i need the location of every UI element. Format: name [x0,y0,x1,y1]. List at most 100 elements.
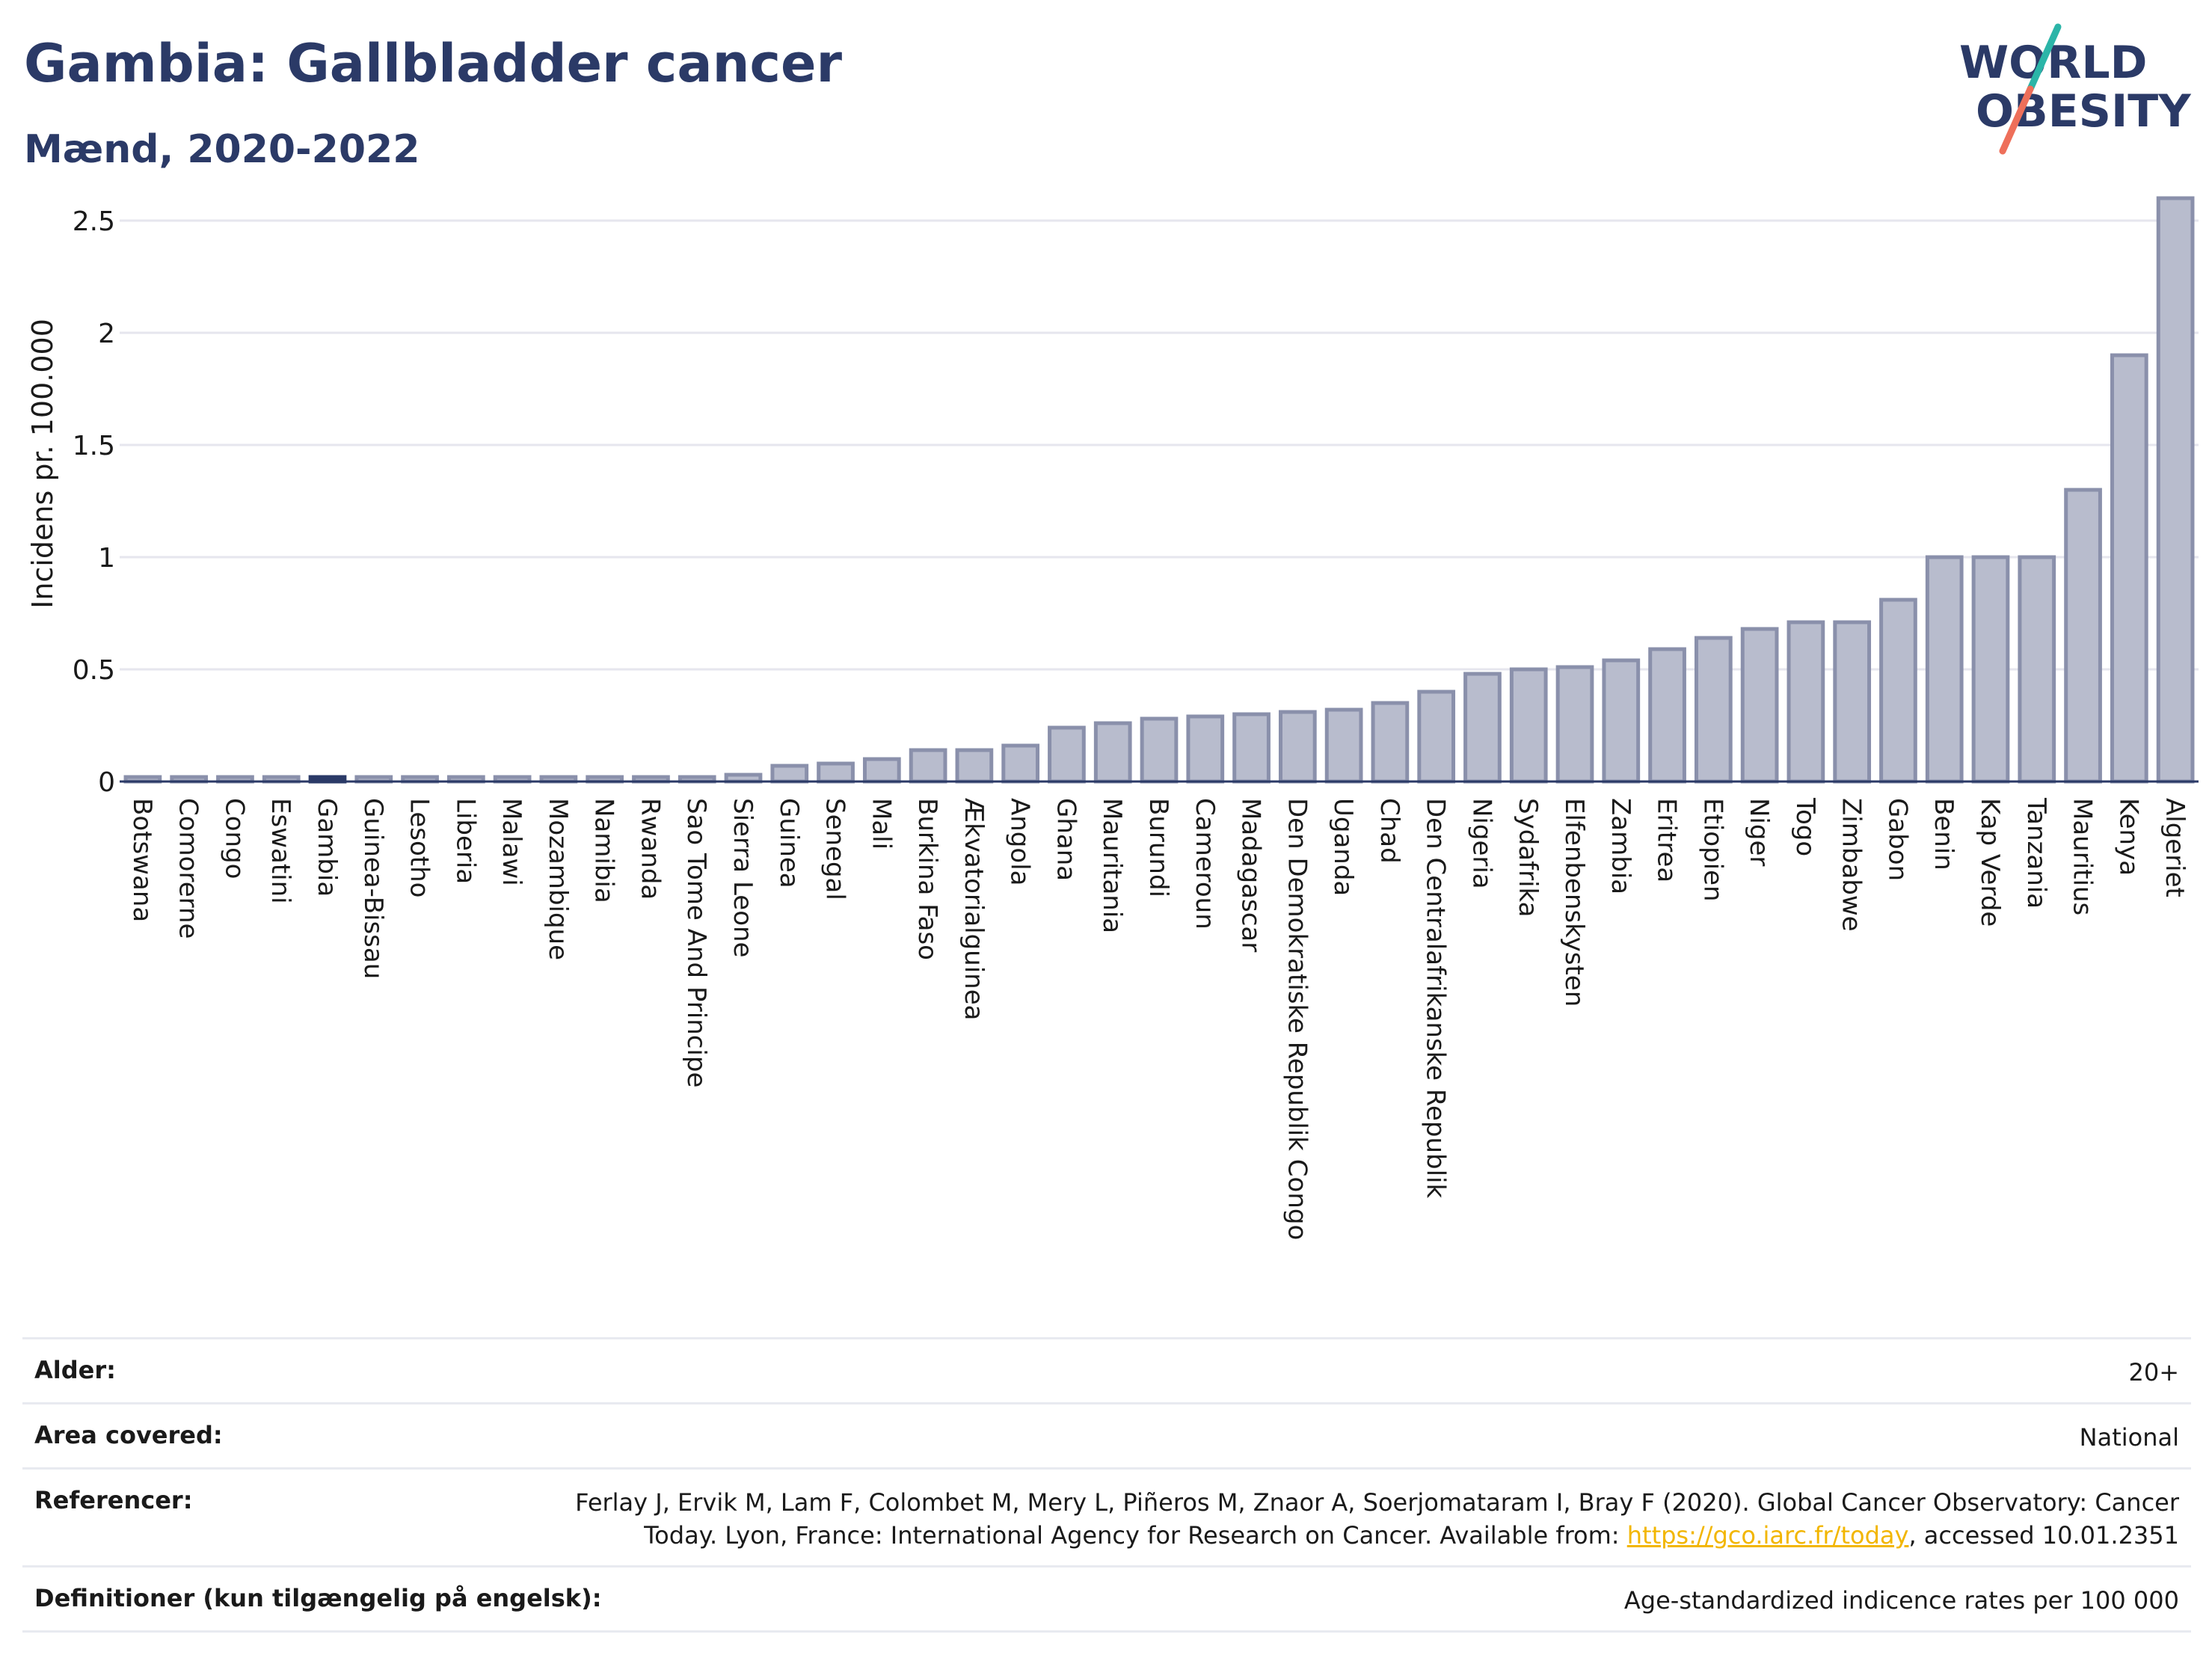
x-tick-label: Burundi [1143,798,1173,897]
bar[interactable] [2064,488,2102,784]
bar[interactable] [1417,690,1456,784]
meta-key: Alder: [34,1356,116,1384]
chart-title: Gambia: Gallbladder cancer [24,33,842,94]
bar[interactable] [1879,598,1917,784]
meta-key: Referencer: [34,1486,193,1514]
bar[interactable] [2110,353,2148,784]
bar[interactable] [2156,196,2195,784]
x-tick-label: Comorerne [173,798,203,939]
x-tick-label: Mauritius [2068,798,2098,915]
x-tick-label: Gabon [1882,798,1912,881]
x-tick-label: Angola [1005,798,1035,885]
world-obesity-logo: WORLD OBESITY [1959,23,2192,155]
meta-row-references: Referencer: Ferlay J, Ervik M, Lam F, Co… [22,1467,2191,1565]
meta-key: Area covered: [34,1421,223,1449]
bar[interactable] [1001,743,1040,784]
x-tick-label: Gambia [312,798,342,897]
x-tick-label: Ækvatorialguinea [959,798,989,1020]
bar[interactable] [1278,710,1317,784]
bar[interactable] [1140,716,1179,784]
y-axis-label: Incidens pr. 100.000 [26,319,59,609]
bar[interactable] [862,757,901,784]
bar[interactable] [909,748,947,784]
bar[interactable] [2018,555,2056,784]
x-tick-label: Ghana [1051,798,1081,881]
meta-value: Ferlay J, Ervik M, Lam F, Colombet M, Me… [575,1486,2179,1552]
x-tick-label: Mozambique [543,798,573,960]
y-tick-label: 0 [98,767,115,798]
x-tick-label: Kenya [2113,798,2143,876]
bar[interactable] [1648,647,1686,784]
x-tick-label: Guinea [774,798,804,888]
bars [123,196,2195,784]
x-tick-label: Sao Tome And Principe [681,798,711,1087]
x-tick-label: Kap Verde [1975,798,2005,927]
bar[interactable] [1232,712,1271,784]
x-tick-label: Sierra Leone [728,798,758,957]
x-tick-label: Uganda [1328,798,1358,896]
metadata-table: Alder: 20+ Area covered: National Refere… [22,1337,2191,1633]
reference-text: Ferlay J, Ervik M, Lam F, Colombet M, Me… [575,1488,2179,1517]
bar[interactable] [1971,555,2010,784]
meta-value: Age-standardized indicence rates per 100… [1623,1586,2179,1615]
x-tick-label: Sydafrika [1513,798,1543,917]
meta-row-definitions: Definitioner (kun tilgængelig på engelsk… [22,1565,2191,1633]
bar[interactable] [1602,658,1641,784]
x-tick-label: Malawi [497,798,526,886]
chart-subtitle: Mænd, 2020-2022 [24,127,420,172]
x-tick-label: Den Centralafrikanske Republik [1421,798,1451,1198]
x-axis-labels: Botswana Comorerne Congo Eswatini Gambia Guin… [127,797,2190,1240]
y-tick-label: 1 [98,543,115,574]
meta-value: National [2079,1423,2179,1452]
x-tick-label: Chad [1374,798,1404,864]
x-tick-label: Botswana [127,798,157,922]
bar[interactable] [1324,707,1363,784]
meta-row-age: Alder: 20+ [22,1337,2191,1402]
x-tick-label: Liberia [450,798,480,884]
bar[interactable] [1509,667,1548,784]
bar[interactable] [1555,665,1594,784]
x-tick-label: Lesotho [405,798,434,897]
bar[interactable] [955,748,994,784]
meta-key: Definitioner (kun tilgængelig på engelsk… [34,1584,602,1612]
bar[interactable] [1186,714,1225,784]
meta-row-area: Area covered: National [22,1402,2191,1467]
bar[interactable] [1740,627,1779,784]
bar[interactable] [1463,672,1502,784]
x-tick-label: Madagascar [1236,798,1266,952]
x-tick-label: Niger [1744,798,1774,866]
x-tick-label: Nigeria [1466,798,1496,889]
y-axis-ticks: 0 0.5 1 1.5 2 2.5 [73,206,115,798]
x-tick-label: Eswatini [265,798,295,904]
bar[interactable] [1371,701,1410,784]
x-tick-label: Guinea-Bissau [358,798,388,979]
y-tick-label: 1.5 [73,431,115,461]
bar[interactable] [1833,620,1872,784]
x-tick-label: Eritrea [1652,798,1682,882]
y-tick-label: 2.5 [73,206,115,237]
bar[interactable] [770,764,809,784]
x-tick-label: Tanzania [2021,797,2051,909]
x-tick-label: Namibia [589,798,619,903]
x-tick-label: Zambia [1606,798,1635,894]
x-tick-label: Zimbabwe [1837,798,1867,932]
x-tick-label: Togo [1790,797,1820,856]
x-tick-label: Mali [866,798,896,850]
reference-link[interactable]: https://gco.iarc.fr/today [1626,1521,1909,1550]
x-tick-label: Algeriet [2160,798,2190,897]
y-tick-label: 0.5 [73,655,115,686]
bar[interactable] [817,761,855,784]
reference-accessed: , accessed 10.01.2351 [1908,1521,2179,1550]
bar[interactable] [1925,555,1964,784]
x-tick-label: Congo [219,798,249,879]
bar-chart: 0 0.5 1 1.5 2 2.5 Botswana Comorerne Congo Eswat… [26,196,2199,1240]
x-tick-label: Benin [1929,798,1958,871]
x-tick-label: Elfenbenskysten [1559,798,1589,1007]
x-tick-label: Rwanda [635,798,665,900]
bar[interactable] [1093,721,1132,784]
x-tick-label: Mauritania [1097,798,1127,933]
bar[interactable] [1694,636,1733,784]
bar[interactable] [1787,620,1825,784]
bar[interactable] [1048,725,1086,784]
x-tick-label: Senegal [820,798,850,900]
